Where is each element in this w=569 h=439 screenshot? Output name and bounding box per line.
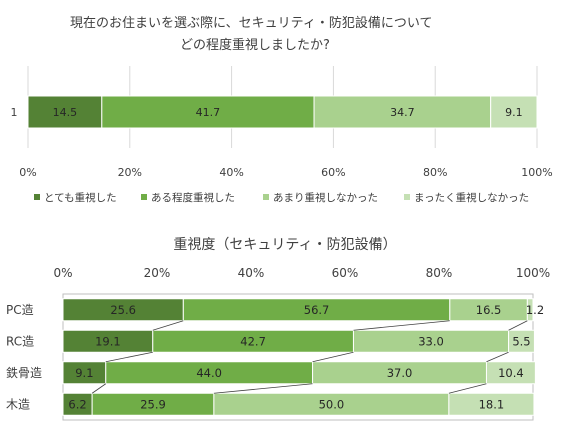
chart-2-x-tick-label: 60% — [332, 266, 359, 280]
chart-2-data-label: 25.6 — [110, 303, 136, 317]
chart-1-data-label: 14.5 — [53, 106, 78, 119]
chart-1-legend: とても重視した ある程度重視した あまり重視しなかった まったく重視しなかった — [34, 191, 529, 204]
chart-2-series-line — [448, 383, 487, 394]
chart-2-series-line — [213, 383, 313, 394]
legend-label: まったく重視しなかった — [414, 191, 529, 204]
chart-2-data-label: 1.2 — [526, 303, 544, 317]
chart-1-data-label: 41.7 — [196, 106, 221, 119]
chart-2-x-tick-label: 80% — [426, 266, 453, 280]
chart-2-data-label: 19.1 — [95, 334, 121, 348]
chart-1-x-tick-label: 80% — [423, 166, 447, 179]
chart-2-data-label: 5.5 — [512, 334, 530, 348]
chart-2-data-labels: 25.6 56.7 16.5 1.2 19.1 42.7 33.0 5.5 9.1 44.0 37.… — [68, 303, 544, 412]
chart-1-data-label: 9.1 — [505, 106, 523, 119]
legend-label: あまり重視しなかった — [273, 191, 378, 204]
chart-2-series-line — [105, 351, 153, 363]
chart-2-bar-segment — [448, 392, 535, 416]
chart-1: 現在のお住まいを選ぶ際に、セキュリティ・防犯設備について どの程度重視しましたか… — [11, 15, 553, 204]
legend-item: ある程度重視した — [141, 191, 235, 204]
chart-2-category-label: 木造 — [6, 397, 30, 411]
chart-1-title-line-2: どの程度重視しましたか? — [180, 37, 330, 53]
chart-2-data-label: 18.1 — [479, 397, 505, 411]
chart-1-x-tick-label: 40% — [219, 166, 243, 179]
chart-2-series-line — [91, 383, 106, 394]
legend-item: とても重視した — [34, 191, 117, 204]
chart-2-title: 重視度（セキュリティ・防犯設備） — [173, 237, 396, 253]
legend-swatch — [263, 194, 269, 200]
chart-2-series-line — [152, 320, 184, 331]
chart-2-data-label: 42.7 — [240, 334, 266, 348]
chart-2-data-label: 9.1 — [75, 366, 93, 380]
chart-2-category-label: RC造 — [6, 334, 34, 348]
chart-2-data-label: 33.0 — [418, 334, 444, 348]
chart-2-data-label: 16.5 — [476, 303, 502, 317]
chart-1-category-label: 1 — [11, 106, 18, 119]
chart-2-x-tick-label: 40% — [238, 266, 265, 280]
chart-1-x-tick-label: 60% — [321, 166, 345, 179]
chart-2-data-label: 44.0 — [196, 366, 222, 380]
legend-swatch — [404, 194, 410, 200]
chart-2-series-line — [508, 320, 528, 331]
chart-2-bars — [62, 298, 536, 416]
chart-2-data-label: 10.4 — [498, 366, 524, 380]
legend-label: とても重視した — [44, 191, 117, 204]
chart-2-x-tick-label: 100% — [516, 266, 550, 280]
chart-2-series-line — [353, 320, 450, 331]
chart-1-data-label: 34.7 — [390, 106, 415, 119]
chart-2-plot-frame — [62, 293, 534, 421]
chart-1-bar-segment — [27, 95, 103, 129]
legend-item: あまり重視しなかった — [263, 191, 378, 204]
chart-1-x-tick-labels: 0% 20% 40% 60% 80% 100% — [19, 166, 552, 179]
chart-2-bar-segment — [485, 361, 536, 385]
chart-2-x-tick-label: 20% — [144, 266, 171, 280]
chart-2-data-label: 6.2 — [68, 397, 86, 411]
chart-2-data-label: 25.9 — [140, 397, 166, 411]
chart-2-series-line — [486, 351, 509, 363]
legend-label: ある程度重視した — [151, 191, 235, 204]
chart-2-series-lines — [91, 320, 528, 394]
chart-1-data-labels: 14.5 41.7 34.7 9.1 — [53, 106, 523, 119]
chart-2-x-tick-labels: 0% 20% 40% 60% 80% 100% — [53, 266, 550, 280]
legend-item: まったく重視しなかった — [404, 191, 529, 204]
chart-2-category-label: PC造 — [6, 303, 34, 317]
chart-2-data-label: 50.0 — [319, 397, 345, 411]
chart-1-title-line-1: 現在のお住まいを選ぶ際に、セキュリティ・防犯設備について — [70, 15, 432, 31]
chart-1-x-tick-label: 0% — [19, 166, 36, 179]
chart-1-x-tick-label: 20% — [118, 166, 142, 179]
chart-2-bar-segment — [526, 298, 534, 322]
chart-2-data-label: 37.0 — [387, 366, 413, 380]
chart-1-bars — [27, 95, 538, 129]
chart-2-bar-segment — [508, 329, 535, 353]
chart-2-x-tick-label: 0% — [53, 266, 72, 280]
legend-swatch — [34, 194, 40, 200]
chart-1-x-tick-label: 100% — [521, 166, 552, 179]
chart-2-series-line — [312, 351, 354, 363]
chart-2: 重視度（セキュリティ・防犯設備） 0% 20% 40% 60% 80% 100% 25.6… — [6, 237, 550, 421]
chart-2-data-label: 56.7 — [304, 303, 330, 317]
legend-swatch — [141, 194, 147, 200]
chart-2-category-label: 鉄骨造 — [6, 365, 42, 380]
chart-1-bar-segment — [490, 95, 538, 129]
chart-1-category-labels: 1 — [11, 106, 18, 119]
